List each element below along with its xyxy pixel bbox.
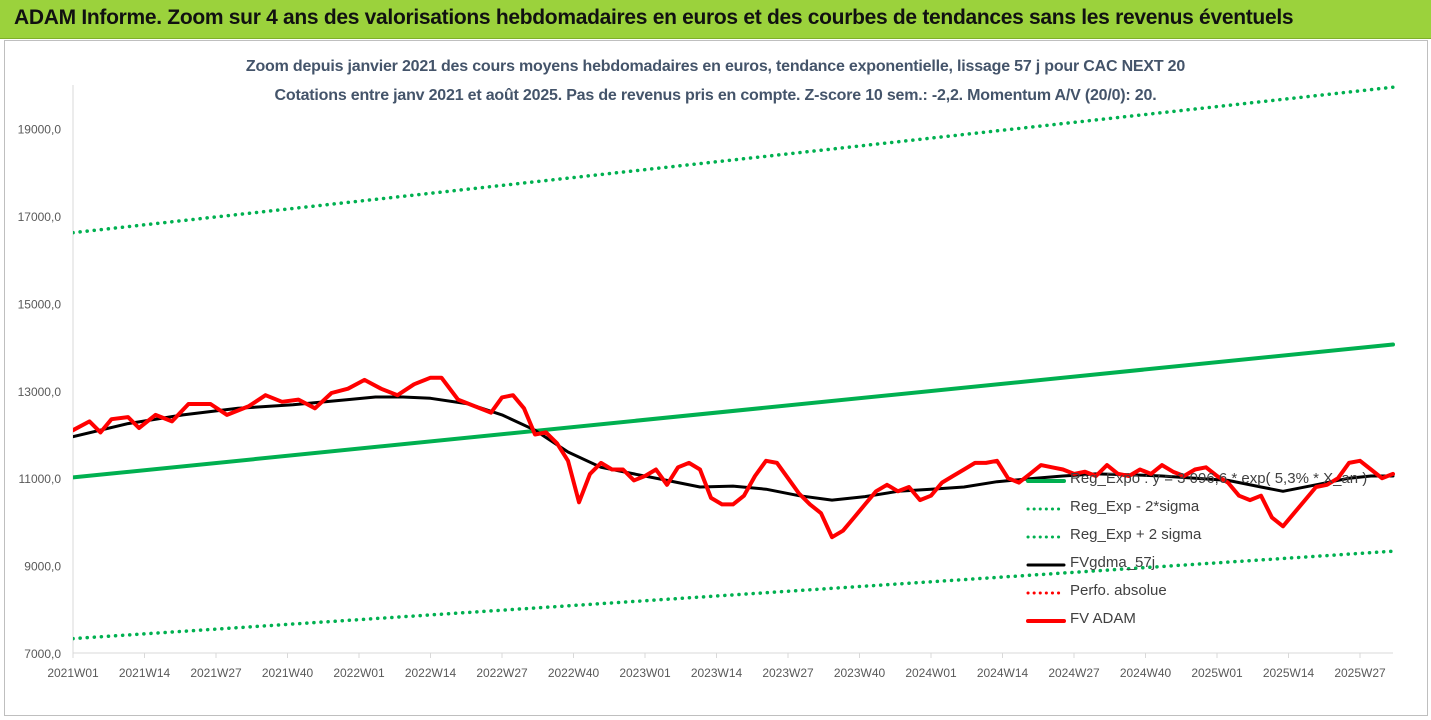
y-tick-label: 9000,0 — [24, 560, 61, 574]
legend-swatch — [1026, 619, 1066, 623]
legend-swatch — [1026, 563, 1066, 567]
y-tick-label: 13000,0 — [18, 385, 62, 399]
x-tick-label: 2025W14 — [1263, 666, 1315, 680]
legend-swatch — [1026, 591, 1066, 595]
x-tick-label: 2021W14 — [119, 666, 171, 680]
x-tick-label: 2022W14 — [405, 666, 457, 680]
x-tick-label: 2023W14 — [691, 666, 743, 680]
y-tick-label: 19000,0 — [18, 123, 62, 137]
series-line-1 — [73, 549, 1395, 641]
x-tick-label: 2021W01 — [47, 666, 99, 680]
legend-item: FVgdma_57j — [1026, 554, 1386, 582]
x-tick-label: 2022W01 — [333, 666, 385, 680]
series-line-5 — [73, 375, 1395, 540]
x-tick-label: 2023W01 — [619, 666, 671, 680]
chart-subtitle: Cotations entre janv 2021 et août 2025. … — [274, 87, 1157, 104]
legend-label: Reg_Exp + 2 sigma — [1070, 526, 1202, 543]
x-tick-label: 2024W27 — [1048, 666, 1100, 680]
x-tick-label: 2024W01 — [905, 666, 957, 680]
x-tick-label: 2023W40 — [834, 666, 886, 680]
legend-label: FVgdma_57j — [1070, 554, 1156, 571]
x-tick-label: 2023W27 — [762, 666, 814, 680]
legend-label: Reg_Expo : y = 3 096,6 * exp( 5,3% * X_a… — [1070, 470, 1368, 487]
x-tick-label: 2021W40 — [262, 666, 314, 680]
legend-item: Reg_Exp + 2 sigma — [1026, 526, 1386, 554]
chart-title: Zoom depuis janvier 2021 des cours moyen… — [245, 58, 1186, 75]
legend-label: Perfo. absolue — [1070, 582, 1167, 599]
legend-swatch — [1026, 535, 1066, 539]
chart-legend: Reg_Expo : y = 3 096,6 * exp( 5,3% * X_a… — [1026, 470, 1386, 638]
legend-item: Reg_Exp - 2*sigma — [1026, 498, 1386, 526]
x-tick-label: 2022W27 — [476, 666, 528, 680]
legend-item: Reg_Expo : y = 3 096,6 * exp( 5,3% * X_a… — [1026, 470, 1386, 498]
x-tick-label: 2024W14 — [977, 666, 1029, 680]
y-tick-label: 7000,0 — [24, 647, 61, 661]
legend-swatch — [1026, 507, 1066, 511]
y-tick-label: 15000,0 — [18, 297, 62, 311]
legend-item: Perfo. absolue — [1026, 582, 1386, 610]
chart-frame — [4, 40, 1428, 716]
legend-label: Reg_Exp - 2*sigma — [1070, 498, 1200, 515]
x-tick-label: 2025W27 — [1334, 666, 1386, 680]
x-tick-label: 2022W40 — [548, 666, 600, 680]
legend-label: FV ADAM — [1070, 610, 1136, 627]
x-tick-label: 2025W01 — [1191, 666, 1243, 680]
series-line-0 — [73, 342, 1395, 480]
x-tick-label: 2024W40 — [1120, 666, 1172, 680]
legend-swatch — [1026, 479, 1066, 483]
y-tick-label: 17000,0 — [18, 210, 62, 224]
banner-title: ADAM Informe. Zoom sur 4 ans des valoris… — [14, 6, 1294, 29]
x-tick-label: 2021W27 — [190, 666, 242, 680]
y-tick-label: 11000,0 — [19, 472, 62, 486]
series-line-2 — [73, 85, 1395, 235]
header-banner: ADAM Informe. Zoom sur 4 ans des valoris… — [0, 0, 1431, 39]
legend-item: FV ADAM — [1026, 610, 1386, 638]
